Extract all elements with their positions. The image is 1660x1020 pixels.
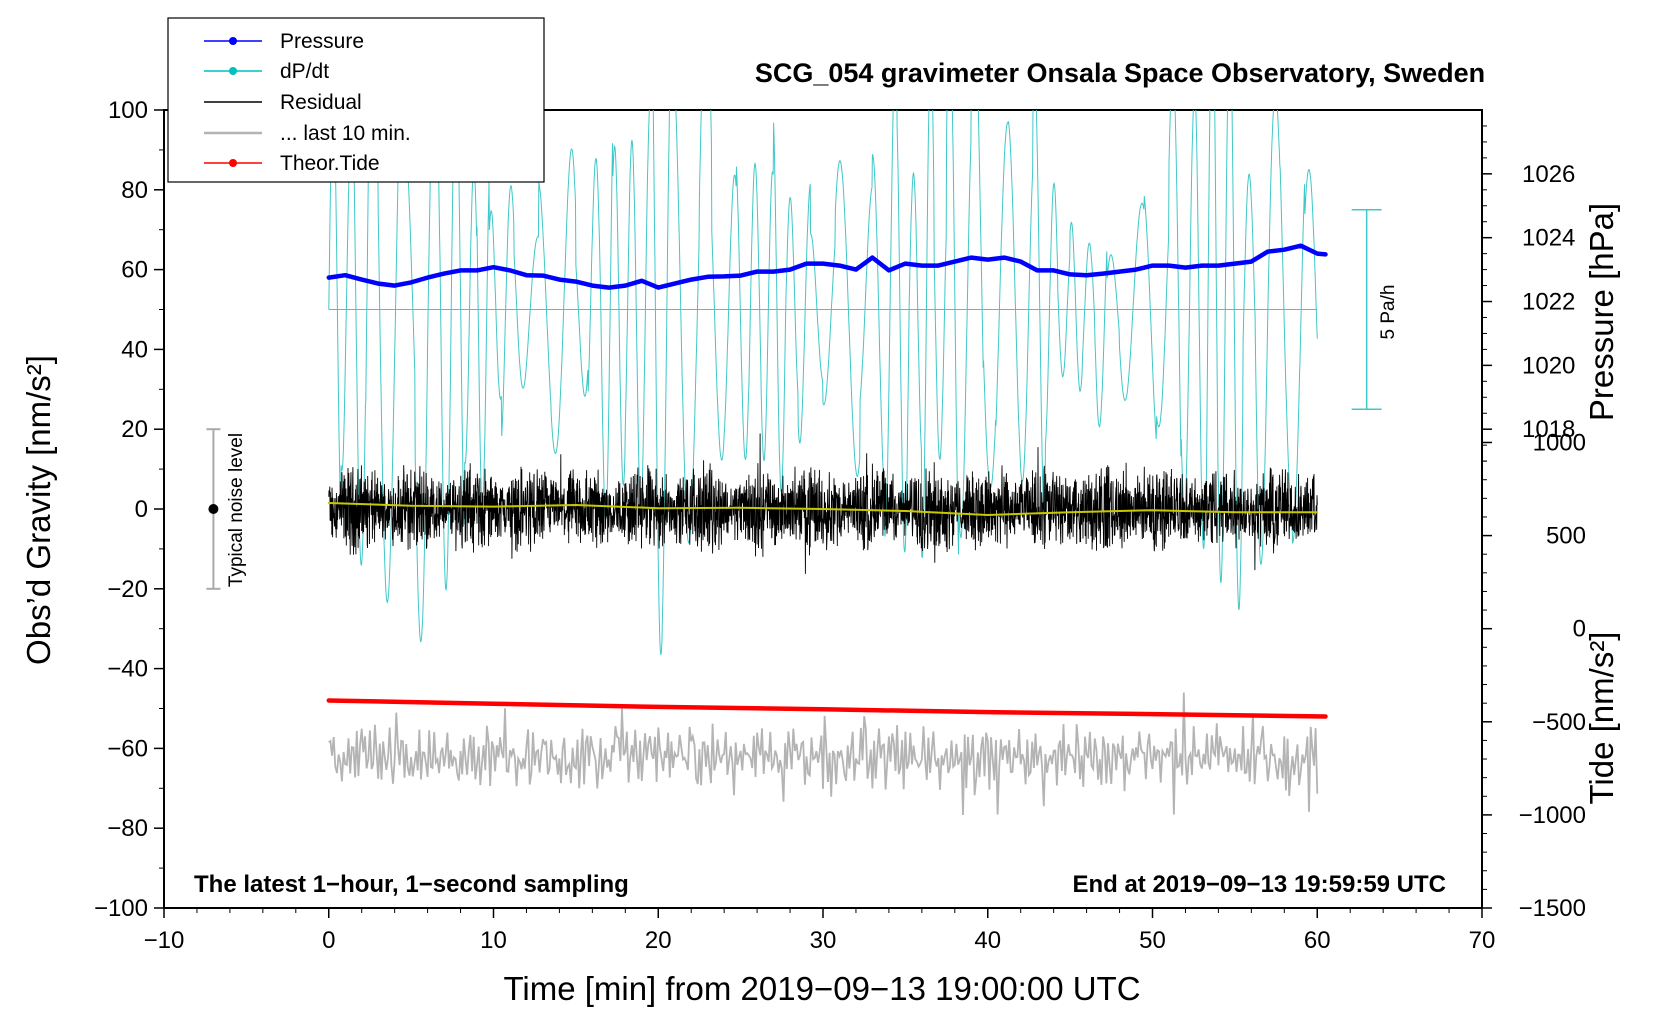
pressure-tick-label: 1020 xyxy=(1522,352,1575,379)
legend-label-pressure: Pressure xyxy=(280,30,364,53)
legend-label-residual: Residual xyxy=(280,91,362,114)
tide-tick-label: −1000 xyxy=(1519,802,1586,829)
y-axis-title-tide: Tide [nm/s²] xyxy=(1583,632,1620,805)
pressure-line xyxy=(326,243,1328,290)
tide-tick-label: 0 xyxy=(1573,616,1586,643)
legend-marker xyxy=(229,159,237,167)
x-tick-label: 40 xyxy=(974,927,1001,954)
legend-marker xyxy=(229,67,237,75)
legend-label-tide: Theor.Tide xyxy=(280,152,380,175)
y-axis-title-left: Obs’d Gravity [nm/s²] xyxy=(20,355,57,665)
end-time-annotation: End at 2019−09−13 19:59:59 UTC xyxy=(1072,871,1446,898)
y-tick-label: 20 xyxy=(121,416,148,443)
pressure-tick-label: 1026 xyxy=(1522,161,1575,188)
pressure-tick-label: 1022 xyxy=(1522,289,1575,316)
noise-level-label: Typical noise level xyxy=(226,433,247,587)
legend: Pressure dP/dt Residual ... last 10 min.… xyxy=(167,17,545,183)
x-tick-label: 20 xyxy=(645,927,672,954)
y-tick-label: 40 xyxy=(121,336,148,363)
residual-series xyxy=(328,433,1319,816)
y-tick-label: 0 xyxy=(135,496,148,523)
y-tick-label: −100 xyxy=(94,895,148,922)
x-tick-label: 50 xyxy=(1139,927,1166,954)
y-tick-label: −60 xyxy=(107,735,148,762)
tide-tick-label: −500 xyxy=(1532,709,1586,736)
y-tick-label: −40 xyxy=(107,656,148,683)
dpdt-series xyxy=(328,110,1318,655)
legend-label-last10: ... last 10 min. xyxy=(280,122,411,145)
pressure-tick-label: 1024 xyxy=(1522,225,1575,252)
dpdt-line xyxy=(328,110,1318,655)
y-axis-title-pressure: Pressure [hPa] xyxy=(1583,203,1620,421)
y-tick-label: 60 xyxy=(121,257,148,284)
x-tick-label: 0 xyxy=(322,927,335,954)
y-tick-label: −20 xyxy=(107,576,148,603)
line-series xyxy=(326,243,1328,719)
x-tick-label: 10 xyxy=(480,927,507,954)
y-tick-label: 100 xyxy=(108,97,148,124)
residual-line xyxy=(328,433,1318,574)
axes: −10 0 10 20 30 40 50 60 70−100−80−60−40−20020406… xyxy=(94,97,1586,954)
x-tick-label: 30 xyxy=(810,927,837,954)
x-tick-label: −10 xyxy=(144,927,185,954)
tide-tick-label: −1500 xyxy=(1519,895,1586,922)
residual-smooth-line xyxy=(327,502,1319,516)
chart-title: SCG_054 gravimeter Onsala Space Observat… xyxy=(755,58,1485,88)
noise-bar-dot xyxy=(208,504,219,514)
x-axis-title: Time [min] from 2019−09−13 19:00:00 UTC xyxy=(503,970,1140,1007)
pressure-tick-label: 1018 xyxy=(1522,416,1575,443)
sampling-annotation: The latest 1−hour, 1−second sampling xyxy=(194,871,629,898)
x-tick-label: 70 xyxy=(1469,927,1496,954)
tide-tick-label: 500 xyxy=(1546,523,1586,550)
scale-bar-label: 5 Pa/h xyxy=(1378,285,1399,340)
legend-label-dpdt: dP/dt xyxy=(280,60,329,83)
x-tick-label: 60 xyxy=(1304,927,1331,954)
legend-marker xyxy=(229,37,237,45)
last-10-min-line xyxy=(328,692,1319,816)
y-tick-label: 80 xyxy=(121,177,148,204)
legend-box xyxy=(167,17,545,183)
tide-line xyxy=(326,698,1328,719)
tide-tick-label: 1000 xyxy=(1533,429,1586,456)
y-tick-label: −80 xyxy=(107,815,148,842)
